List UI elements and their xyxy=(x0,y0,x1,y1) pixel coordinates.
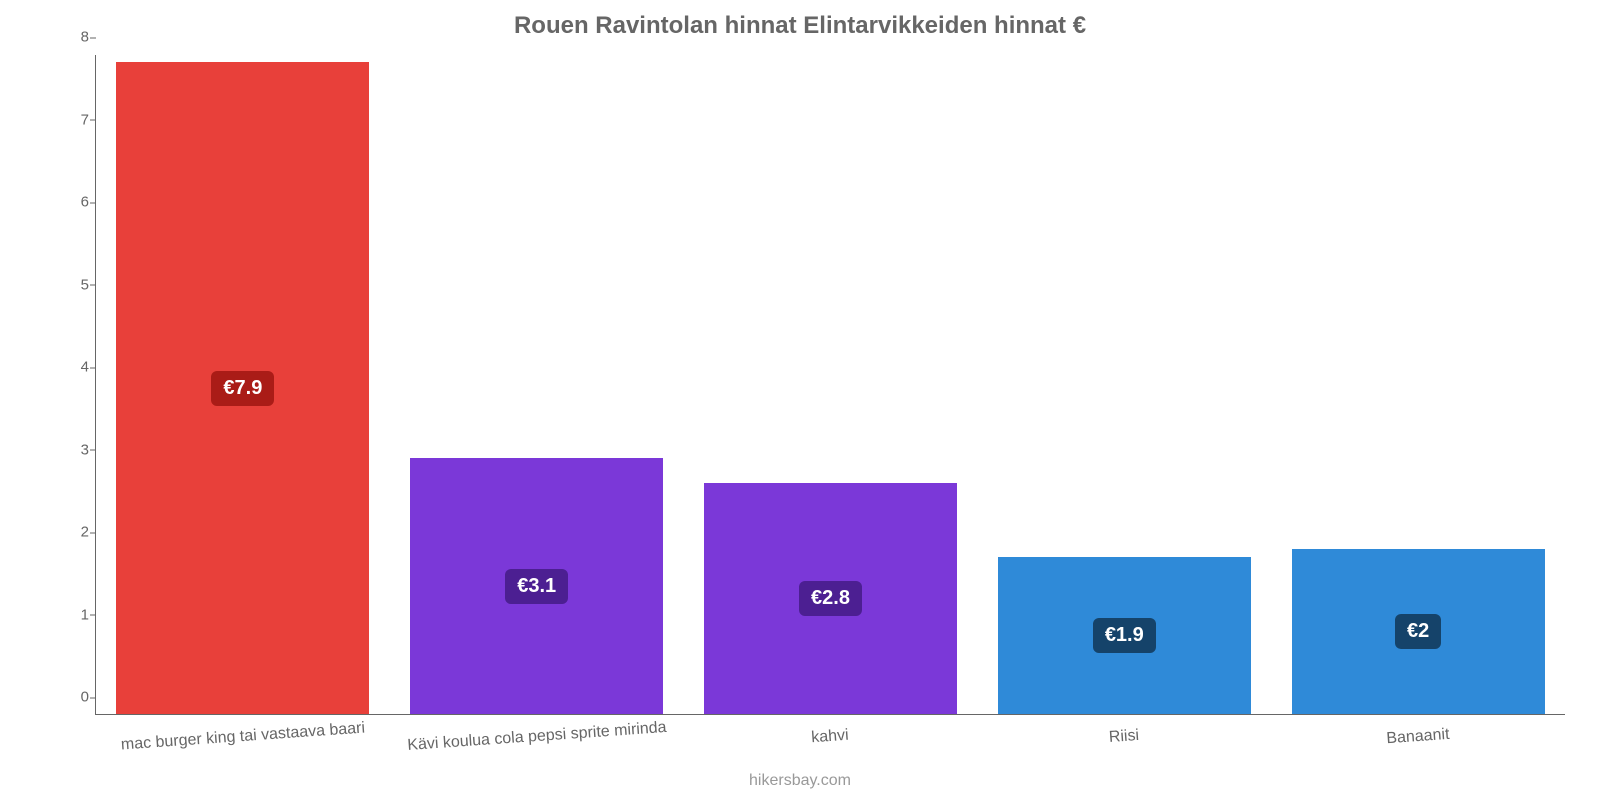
y-axis-tick: 5 xyxy=(51,276,89,293)
y-tick-label: 2 xyxy=(81,524,89,541)
bar-slot: €3.1Kävi koulua cola pepsi sprite mirind… xyxy=(390,55,684,714)
x-axis-label: kahvi xyxy=(811,727,850,748)
plot-area: 012345678 €7.9mac burger king tai vastaa… xyxy=(95,55,1565,715)
bar: €7.9 xyxy=(116,62,369,714)
bar: €3.1 xyxy=(410,458,663,714)
bar: €1.9 xyxy=(998,557,1251,714)
y-axis-tick: 1 xyxy=(51,606,89,623)
y-axis-tick: 8 xyxy=(51,29,89,46)
bars-container: €7.9mac burger king tai vastaava baari€3… xyxy=(96,55,1565,714)
y-tick-label: 3 xyxy=(81,441,89,458)
y-axis-tick: 3 xyxy=(51,441,89,458)
bar-slot: €1.9Riisi xyxy=(977,55,1271,714)
bar-value-badge: €2 xyxy=(1395,614,1441,649)
bar-slot: €2Banaanit xyxy=(1271,55,1565,714)
bar-value-badge: €7.9 xyxy=(211,371,274,406)
y-tick-label: 4 xyxy=(81,359,89,376)
y-tick-label: 1 xyxy=(81,606,89,623)
bar-value-badge: €2.8 xyxy=(799,581,862,616)
price-bar-chart: Rouen Ravintolan hinnat Elintarvikkeiden… xyxy=(0,0,1600,800)
x-axis-label: Banaanit xyxy=(1386,726,1450,748)
y-tick-label: 6 xyxy=(81,194,89,211)
bar-value-badge: €3.1 xyxy=(505,569,568,604)
bar-slot: €2.8kahvi xyxy=(684,55,978,714)
bar: €2 xyxy=(1292,549,1545,714)
bar-value-badge: €1.9 xyxy=(1093,618,1156,653)
y-axis-tick: 7 xyxy=(51,111,89,128)
attribution-text: hikersbay.com xyxy=(0,772,1600,790)
x-axis-label: Riisi xyxy=(1109,727,1140,747)
y-axis-tick: 4 xyxy=(51,359,89,376)
y-tick-label: 8 xyxy=(81,29,89,46)
y-axis-tick: 6 xyxy=(51,194,89,211)
x-axis-label: mac burger king tai vastaava baari xyxy=(120,719,365,754)
bar-slot: €7.9mac burger king tai vastaava baari xyxy=(96,55,390,714)
y-tick-label: 0 xyxy=(81,689,89,706)
chart-title: Rouen Ravintolan hinnat Elintarvikkeiden… xyxy=(0,12,1600,40)
y-tick-label: 5 xyxy=(81,276,89,293)
bar: €2.8 xyxy=(704,483,957,714)
x-axis-label: Kävi koulua cola pepsi sprite mirinda xyxy=(407,719,667,755)
y-axis-tick: 0 xyxy=(51,689,89,706)
y-tick-label: 7 xyxy=(81,111,89,128)
y-axis-tick: 2 xyxy=(51,524,89,541)
